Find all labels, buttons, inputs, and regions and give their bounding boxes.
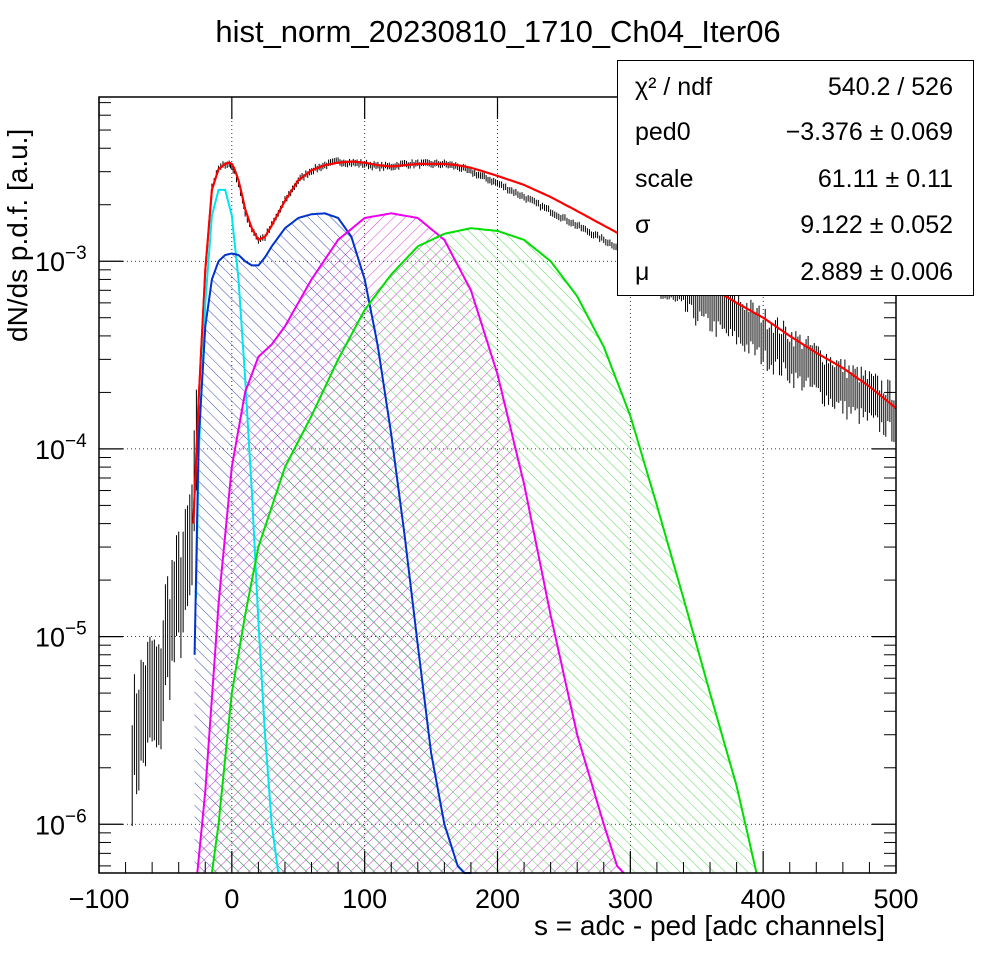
x-tick-label: 300 — [608, 884, 653, 914]
hatched-fills — [194, 213, 757, 874]
stats-name: σ — [635, 211, 651, 239]
stats-row-scale: scale 61.11 ± 0.11 — [618, 165, 973, 209]
stats-value: 540.2 / 526 — [827, 73, 953, 101]
x-tick-label: −100 — [69, 884, 130, 914]
y-tick-label: 10−5 — [35, 619, 87, 653]
x-axis-label: s = adc - ped [adc channels] — [534, 910, 885, 941]
stats-value: 61.11 ± 0.11 — [817, 165, 953, 193]
stats-name: μ — [635, 258, 650, 286]
y-tick-label: 10−6 — [35, 806, 87, 840]
series-fill-peak3 — [211, 228, 757, 873]
stats-row-sigma: σ 9.122 ± 0.052 — [618, 211, 973, 255]
y-tick-label: 10−4 — [35, 431, 87, 465]
series-line-peak3 — [210, 227, 758, 874]
series-line-pedestal — [195, 188, 280, 874]
fit-stats-box: χ² / ndf 540.2 / 526 ped0 −3.376 ± 0.069… — [617, 60, 974, 296]
x-tick-label: 400 — [741, 884, 786, 914]
fit-curves — [192, 160, 897, 874]
series-line-peak1 — [193, 212, 471, 874]
y-tick-label: 10−3 — [35, 243, 87, 277]
y-axis-label: dN/ds p.d.f. [a.u.] — [2, 128, 33, 342]
chart-title: hist_norm_20230810_1710_Ch04_Iter06 — [215, 14, 781, 49]
stats-value: 2.889 ± 0.006 — [800, 258, 953, 286]
stats-value: −3.376 ± 0.069 — [785, 118, 953, 146]
x-tick-label: 0 — [224, 884, 239, 914]
stats-name: ped0 — [635, 118, 691, 146]
stats-row-chi2: χ² / ndf 540.2 / 526 — [618, 73, 973, 117]
stats-name: scale — [635, 165, 694, 193]
x-tick-label: 500 — [873, 884, 918, 914]
x-tick-label: 200 — [475, 884, 520, 914]
stats-value: 9.122 ± 0.052 — [800, 211, 953, 239]
x-tick-label: 100 — [342, 884, 387, 914]
series-line-total — [192, 160, 897, 524]
tick-labels: −100 0 100 200 300 400 500 10−6 10−5 10−4 10−3 — [35, 243, 919, 914]
stats-row-mu: μ 2.889 ± 0.006 — [618, 258, 973, 302]
stats-row-ped0: ped0 −3.376 ± 0.069 — [618, 118, 973, 162]
stats-name: χ² / ndf — [635, 73, 713, 101]
series-line-peak2 — [196, 212, 625, 874]
